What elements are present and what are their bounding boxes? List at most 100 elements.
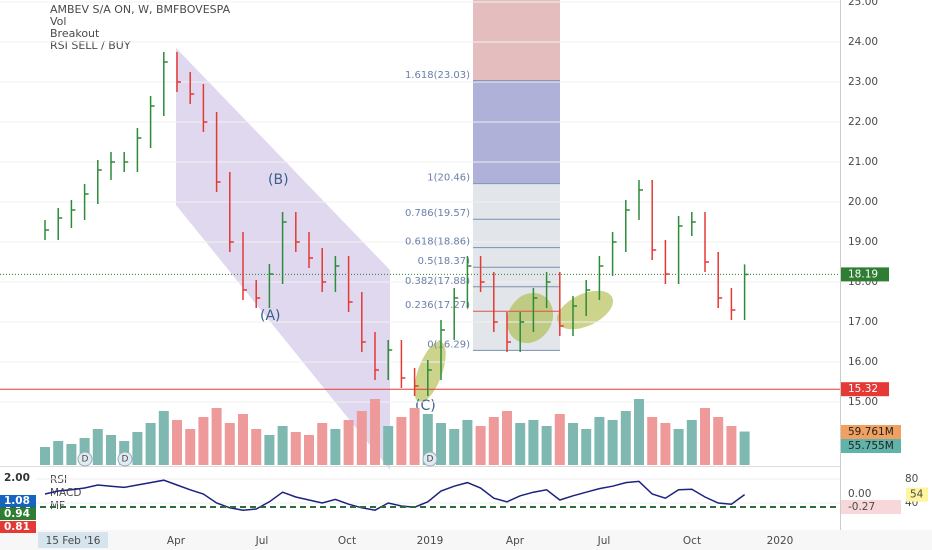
pane-divider [0,466,840,467]
volume-bar [238,414,248,465]
rsi-tag: 54 [910,489,924,501]
fib-label: 0.382(17.88) [405,276,470,287]
x-tick-label: 2020 [767,535,794,547]
dividend-label: D [122,455,129,465]
macd-tag: -0.27 [848,501,875,513]
y-tick-label: 22.00 [848,116,878,128]
y-tick-label: 15.00 [848,396,878,408]
volume-bar [502,411,512,465]
volume-bar [224,423,235,465]
volume-bar [422,414,433,465]
volume-bar [185,429,196,465]
volume-bar [396,417,407,465]
volume-bar [211,408,222,465]
volume-bar [317,423,328,465]
date-tag-bg [38,532,108,548]
y-tick-label: 20.00 [848,196,878,208]
volume-bar [106,435,116,465]
volume-bar [145,423,156,465]
y-tick-label: 17.00 [848,316,878,328]
highlight [414,341,446,403]
volume-bar [515,423,526,465]
volume-bar [290,432,301,465]
volume-bar [607,420,618,465]
fib-label: 0.786(19.57) [405,208,470,219]
price-axis-border [840,0,841,530]
volume-bar [92,429,103,465]
date-tag: 15 Feb '16 [46,535,101,547]
indicator: Breakout [50,27,100,40]
volume-bar [172,420,182,465]
fib-label: 1.618(23.03) [405,70,470,81]
volume-bar [264,435,275,465]
volume-bar [251,429,262,465]
volume-bar [304,435,314,465]
x-tick-label: Apr [506,535,525,547]
volume-bar [581,429,592,465]
wave-label: (A) [260,308,281,324]
fib-zone [473,80,560,183]
rsi-tag-bg [906,487,928,502]
macd-tag: 0.00 [848,488,871,500]
left-tag: 2.00 [4,472,30,484]
volume-bar [370,399,380,465]
volume-bar [330,429,341,465]
volume-bar [554,414,565,465]
indicator: RSI SELL / BUY [50,39,131,52]
rsi-line [44,479,746,511]
volume-bar [40,447,50,465]
y-tick-label: 19.00 [848,236,878,248]
volume-bar [53,441,64,465]
left-tag: 0.81 [4,521,30,533]
volume-bar [726,426,737,465]
volume-bar [66,444,77,465]
volume-bar [528,420,539,465]
macd-tag-bg [841,500,901,514]
indicator: Vol [50,15,66,28]
dividend-marker [422,451,438,467]
volume-bar [700,408,710,465]
y-tick-label: 23.00 [848,76,878,88]
price-tag-bg [841,267,889,282]
left-tag-bg [0,521,36,533]
volume-bar [739,431,750,465]
x-tick-label: Jul [255,535,269,547]
volume-bar [673,429,684,465]
dividend-label: D [82,455,89,465]
left-tag-bg [0,472,36,484]
y-tick-label: 16.00 [848,356,878,368]
volume-bar [541,426,552,465]
volume-bar [634,399,644,465]
x-tick-label: Apr [167,535,186,547]
rsi-tick-label: 80 [905,473,918,485]
volume-bar [356,411,367,465]
volume-bar [158,411,169,465]
dividend-marker [117,451,133,467]
highlight [506,292,554,344]
time-labels: Apr Jul Oct 2019 Apr Jul Oct 2020 15 Feb… [38,532,793,548]
volume-bar [383,426,394,465]
left-tag-bg [0,495,36,507]
fib-label: 1(20.46) [427,173,470,184]
volume-bar [660,423,671,465]
volume-tag: 55.755M [848,440,894,452]
price-tag-bg [841,382,889,397]
price-tag: 18.19 [848,268,878,280]
price-tag-bg [841,425,901,439]
volume-bar [198,417,209,465]
volume-bar [343,420,354,465]
y-tick-label: 25.00 [848,0,878,8]
volume-bar [132,432,143,465]
volume-bar [620,411,631,465]
volume-bar [488,417,499,465]
volume-bar [449,429,460,465]
fib-zone-top [473,0,560,80]
volume-bar [568,423,578,465]
volume-bar [277,426,288,465]
price-tag: 15.32 [848,383,878,395]
time-axis [0,530,932,550]
volume-bar [436,423,446,465]
volume-bar [713,417,724,465]
volume-bar [409,408,420,465]
